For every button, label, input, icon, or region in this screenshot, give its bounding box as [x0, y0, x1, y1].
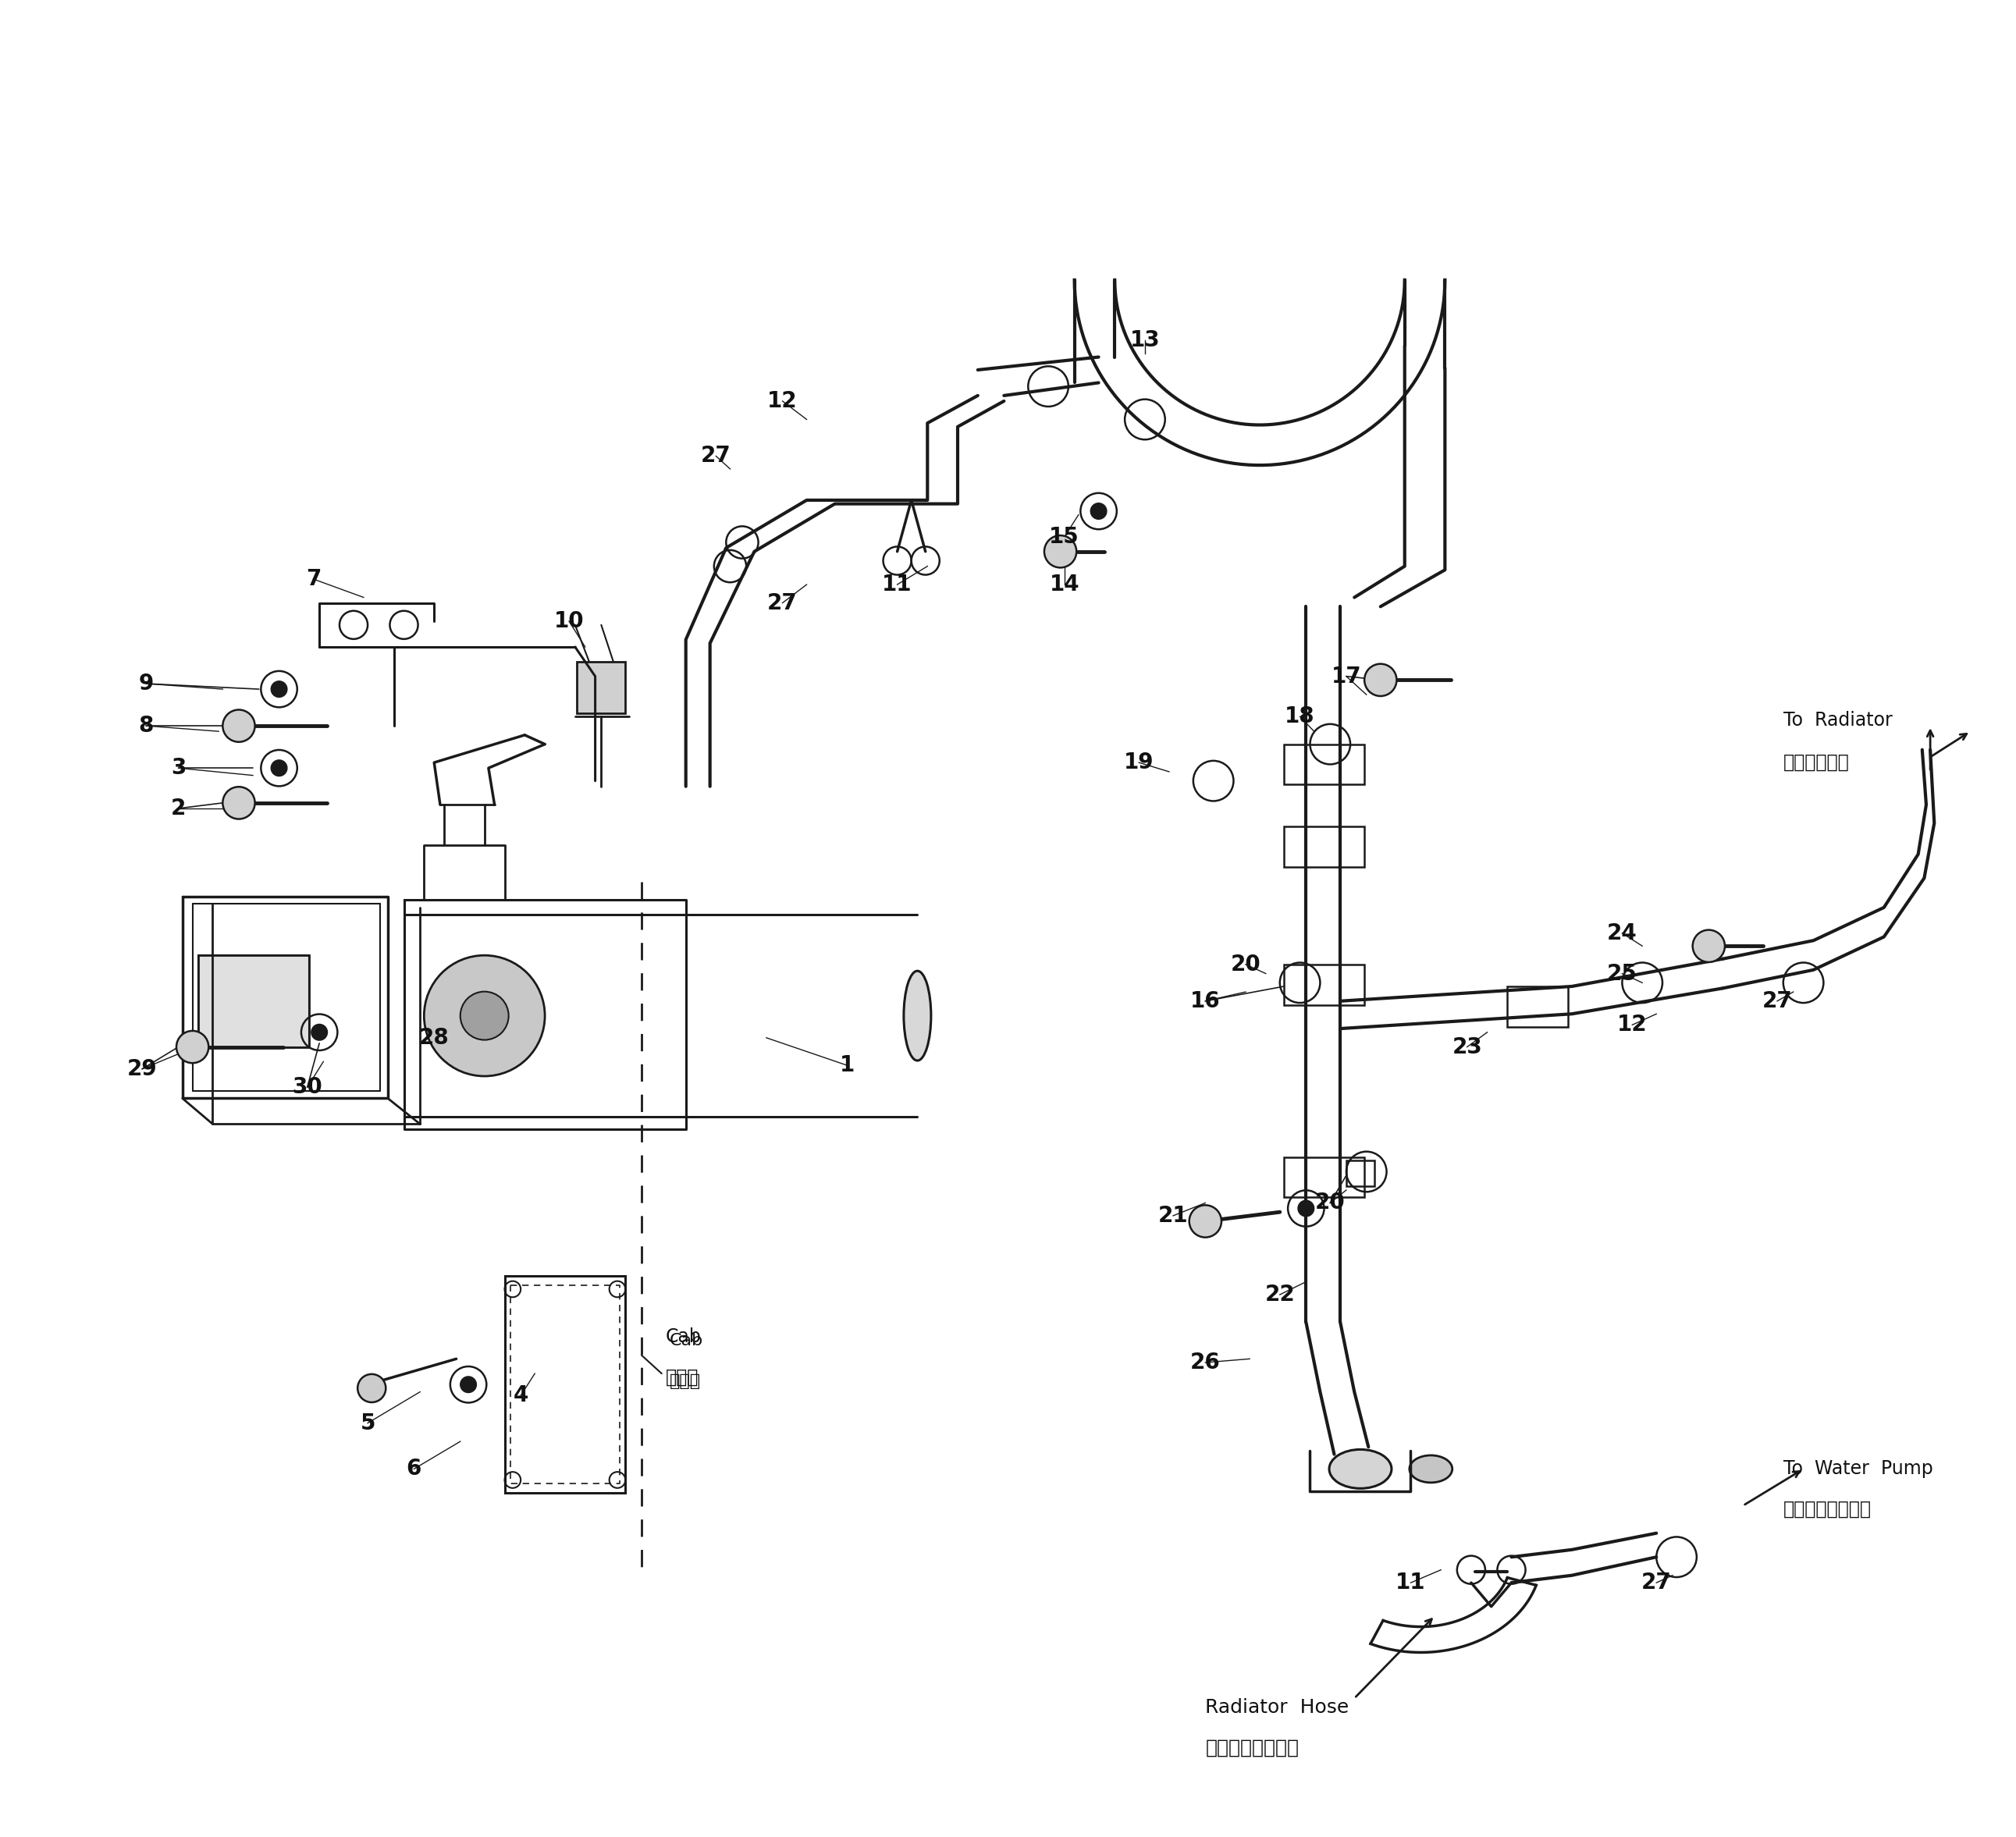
Text: 3: 3: [171, 757, 185, 779]
Text: 20: 20: [1230, 953, 1260, 975]
Text: 13: 13: [1129, 329, 1159, 351]
Bar: [1284, 964, 1365, 1005]
Circle shape: [310, 1025, 327, 1040]
Text: 12: 12: [768, 389, 798, 411]
Text: 11: 11: [1395, 1572, 1425, 1595]
Text: 14: 14: [1048, 573, 1079, 595]
Bar: [1508, 986, 1568, 1027]
Text: 9: 9: [139, 672, 153, 694]
Text: 17: 17: [1331, 665, 1361, 687]
Text: 11: 11: [883, 573, 913, 595]
Circle shape: [175, 1031, 208, 1064]
Text: 18: 18: [1284, 705, 1314, 727]
Circle shape: [1693, 930, 1726, 963]
Text: 8: 8: [139, 715, 153, 737]
Text: 20: 20: [1314, 1192, 1345, 1214]
Text: ラジエータホース: ラジエータホース: [1206, 1738, 1298, 1758]
Text: Cab: Cab: [669, 1332, 704, 1348]
Circle shape: [1044, 535, 1077, 568]
Text: 7: 7: [306, 568, 321, 590]
Text: 21: 21: [1157, 1205, 1187, 1227]
Bar: [198, 955, 308, 1047]
Text: 19: 19: [1123, 751, 1153, 773]
Text: 4: 4: [514, 1385, 528, 1407]
Circle shape: [222, 709, 254, 742]
Text: 29: 29: [127, 1058, 157, 1080]
Text: 27: 27: [768, 592, 798, 614]
Text: 25: 25: [1607, 963, 1637, 985]
Text: 27: 27: [1762, 990, 1792, 1012]
Text: 2: 2: [171, 797, 185, 819]
Circle shape: [1298, 1200, 1314, 1216]
Circle shape: [1189, 1205, 1222, 1238]
Text: 27: 27: [1641, 1572, 1671, 1595]
Circle shape: [270, 682, 286, 698]
Text: Cab: Cab: [665, 1328, 702, 1347]
Ellipse shape: [1409, 1455, 1452, 1482]
Text: 22: 22: [1264, 1284, 1294, 1306]
Text: 15: 15: [1048, 525, 1079, 547]
Ellipse shape: [903, 972, 931, 1060]
Text: Radiator  Hose: Radiator Hose: [1206, 1697, 1349, 1718]
Circle shape: [270, 761, 286, 775]
Text: 12: 12: [1617, 1014, 1647, 1036]
Circle shape: [1091, 503, 1107, 520]
Text: 16: 16: [1189, 990, 1220, 1012]
Circle shape: [357, 1374, 385, 1402]
Text: 10: 10: [554, 610, 585, 632]
Circle shape: [222, 786, 254, 819]
Text: 27: 27: [702, 445, 732, 467]
Circle shape: [1365, 663, 1397, 696]
Bar: [198, 955, 308, 1047]
Circle shape: [423, 955, 544, 1076]
Text: 6: 6: [407, 1459, 421, 1481]
Circle shape: [460, 992, 508, 1040]
Bar: [1284, 827, 1365, 867]
Bar: [1347, 1161, 1375, 1187]
Text: 1: 1: [839, 1054, 855, 1076]
Text: キャブ: キャブ: [669, 1372, 702, 1389]
Text: 23: 23: [1452, 1036, 1482, 1058]
Text: To  Water  Pump: To Water Pump: [1784, 1460, 1933, 1479]
Bar: [504, 1277, 625, 1493]
Text: To  Radiator: To Radiator: [1784, 711, 1893, 729]
Ellipse shape: [1329, 1449, 1391, 1488]
Text: 28: 28: [419, 1027, 450, 1049]
Text: 5: 5: [361, 1413, 375, 1435]
Text: 24: 24: [1607, 922, 1637, 944]
Text: 26: 26: [1189, 1352, 1220, 1374]
Text: キャブ: キャブ: [665, 1369, 700, 1387]
Circle shape: [460, 1376, 476, 1392]
Bar: [1284, 744, 1365, 784]
Bar: [577, 661, 625, 713]
Text: ラジエータヘ: ラジエータヘ: [1784, 753, 1849, 772]
Text: ウォータポンプヘ: ウォータポンプヘ: [1784, 1501, 1871, 1519]
Bar: [1284, 1157, 1365, 1198]
Text: 30: 30: [292, 1076, 323, 1099]
